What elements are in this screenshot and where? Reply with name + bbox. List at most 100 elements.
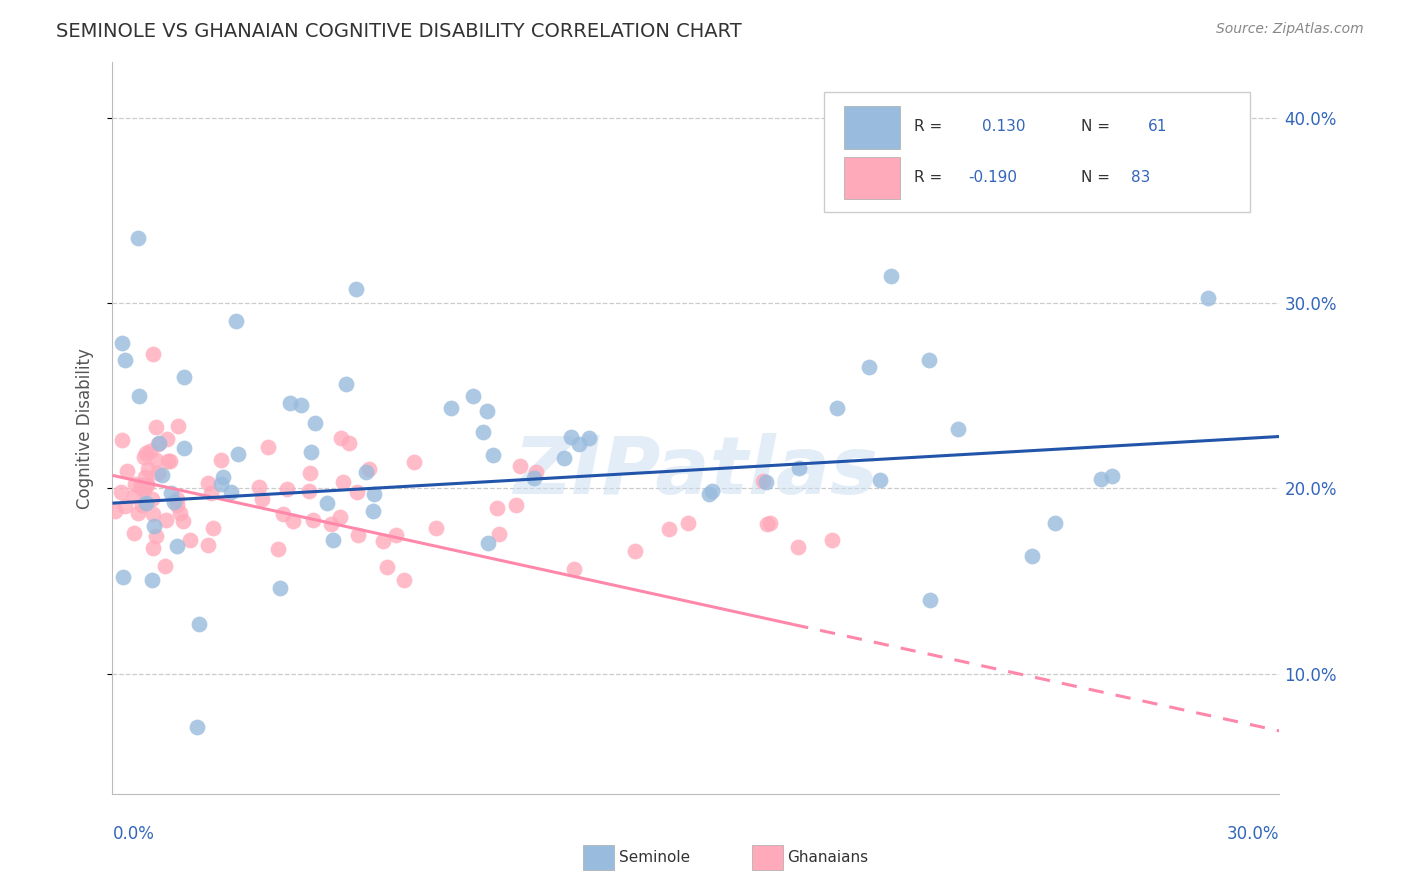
Text: N =: N =	[1081, 120, 1119, 135]
Point	[173, 441, 195, 455]
Point	[363, 504, 385, 518]
Point	[347, 528, 370, 542]
Point	[283, 515, 305, 529]
Point	[298, 466, 321, 480]
Point	[132, 483, 155, 497]
Point	[153, 558, 176, 573]
Point	[200, 485, 222, 500]
Point	[676, 516, 699, 530]
Point	[759, 516, 782, 530]
Point	[148, 435, 170, 450]
Point	[134, 496, 156, 510]
Point	[112, 570, 135, 584]
Point	[124, 477, 146, 491]
Point	[477, 536, 499, 550]
Point	[226, 447, 249, 461]
Point	[209, 476, 232, 491]
Point	[463, 389, 485, 403]
Point	[329, 431, 352, 445]
Point	[276, 483, 298, 497]
Point	[505, 498, 527, 512]
Point	[278, 396, 301, 410]
FancyBboxPatch shape	[824, 92, 1250, 212]
Point	[110, 434, 132, 448]
Point	[110, 485, 132, 500]
Point	[145, 420, 167, 434]
Text: 0.0%: 0.0%	[112, 825, 155, 843]
Point	[166, 499, 188, 513]
Text: 83: 83	[1132, 169, 1150, 185]
Point	[122, 526, 145, 541]
Point	[172, 514, 194, 528]
Point	[143, 519, 166, 533]
Point	[197, 538, 219, 552]
Point	[948, 422, 970, 436]
Point	[252, 491, 274, 506]
Point	[114, 499, 136, 513]
Point	[553, 451, 575, 466]
Point	[359, 462, 381, 476]
Point	[332, 475, 354, 489]
Point	[127, 506, 149, 520]
Point	[179, 533, 201, 547]
Point	[142, 507, 165, 521]
Point	[375, 560, 398, 574]
Point	[755, 516, 778, 531]
Text: 30.0%: 30.0%	[1227, 825, 1279, 843]
Point	[1197, 291, 1219, 305]
Point	[319, 516, 342, 531]
Point	[129, 477, 152, 491]
Text: Seminole: Seminole	[619, 850, 690, 864]
Point	[127, 231, 149, 245]
Point	[290, 398, 312, 412]
Point	[115, 464, 138, 478]
Point	[166, 418, 188, 433]
Point	[562, 562, 585, 576]
Point	[209, 453, 232, 467]
Point	[821, 533, 844, 548]
Point	[159, 454, 181, 468]
Point	[315, 496, 337, 510]
FancyBboxPatch shape	[844, 157, 900, 199]
Point	[166, 539, 188, 553]
Point	[157, 454, 180, 468]
Point	[335, 377, 357, 392]
Point	[392, 574, 415, 588]
Text: 0.130: 0.130	[981, 120, 1025, 135]
Point	[271, 507, 294, 521]
Point	[523, 471, 546, 485]
Point	[202, 521, 225, 535]
Point	[136, 478, 159, 492]
Point	[1043, 516, 1066, 530]
Point	[139, 443, 162, 458]
Point	[173, 369, 195, 384]
Point	[825, 401, 848, 416]
Text: R =: R =	[914, 169, 948, 185]
Text: N =: N =	[1081, 169, 1115, 185]
Point	[568, 437, 591, 451]
Point	[385, 528, 408, 542]
Point	[141, 573, 163, 587]
Text: R =: R =	[914, 120, 952, 135]
Point	[371, 533, 394, 548]
Point	[134, 470, 156, 484]
Point	[787, 540, 810, 554]
Point	[425, 520, 447, 534]
Point	[560, 430, 582, 444]
Point	[142, 541, 165, 555]
Point	[150, 467, 173, 482]
Point	[301, 512, 323, 526]
Point	[104, 503, 127, 517]
Point	[247, 480, 270, 494]
Point	[322, 533, 344, 548]
Point	[186, 720, 208, 734]
Point	[299, 445, 322, 459]
Point	[475, 404, 498, 418]
Point	[134, 450, 156, 464]
Point	[135, 476, 157, 491]
Point	[482, 449, 505, 463]
Point	[145, 453, 167, 467]
Point	[212, 470, 235, 484]
Point	[346, 485, 368, 500]
Point	[920, 593, 942, 607]
